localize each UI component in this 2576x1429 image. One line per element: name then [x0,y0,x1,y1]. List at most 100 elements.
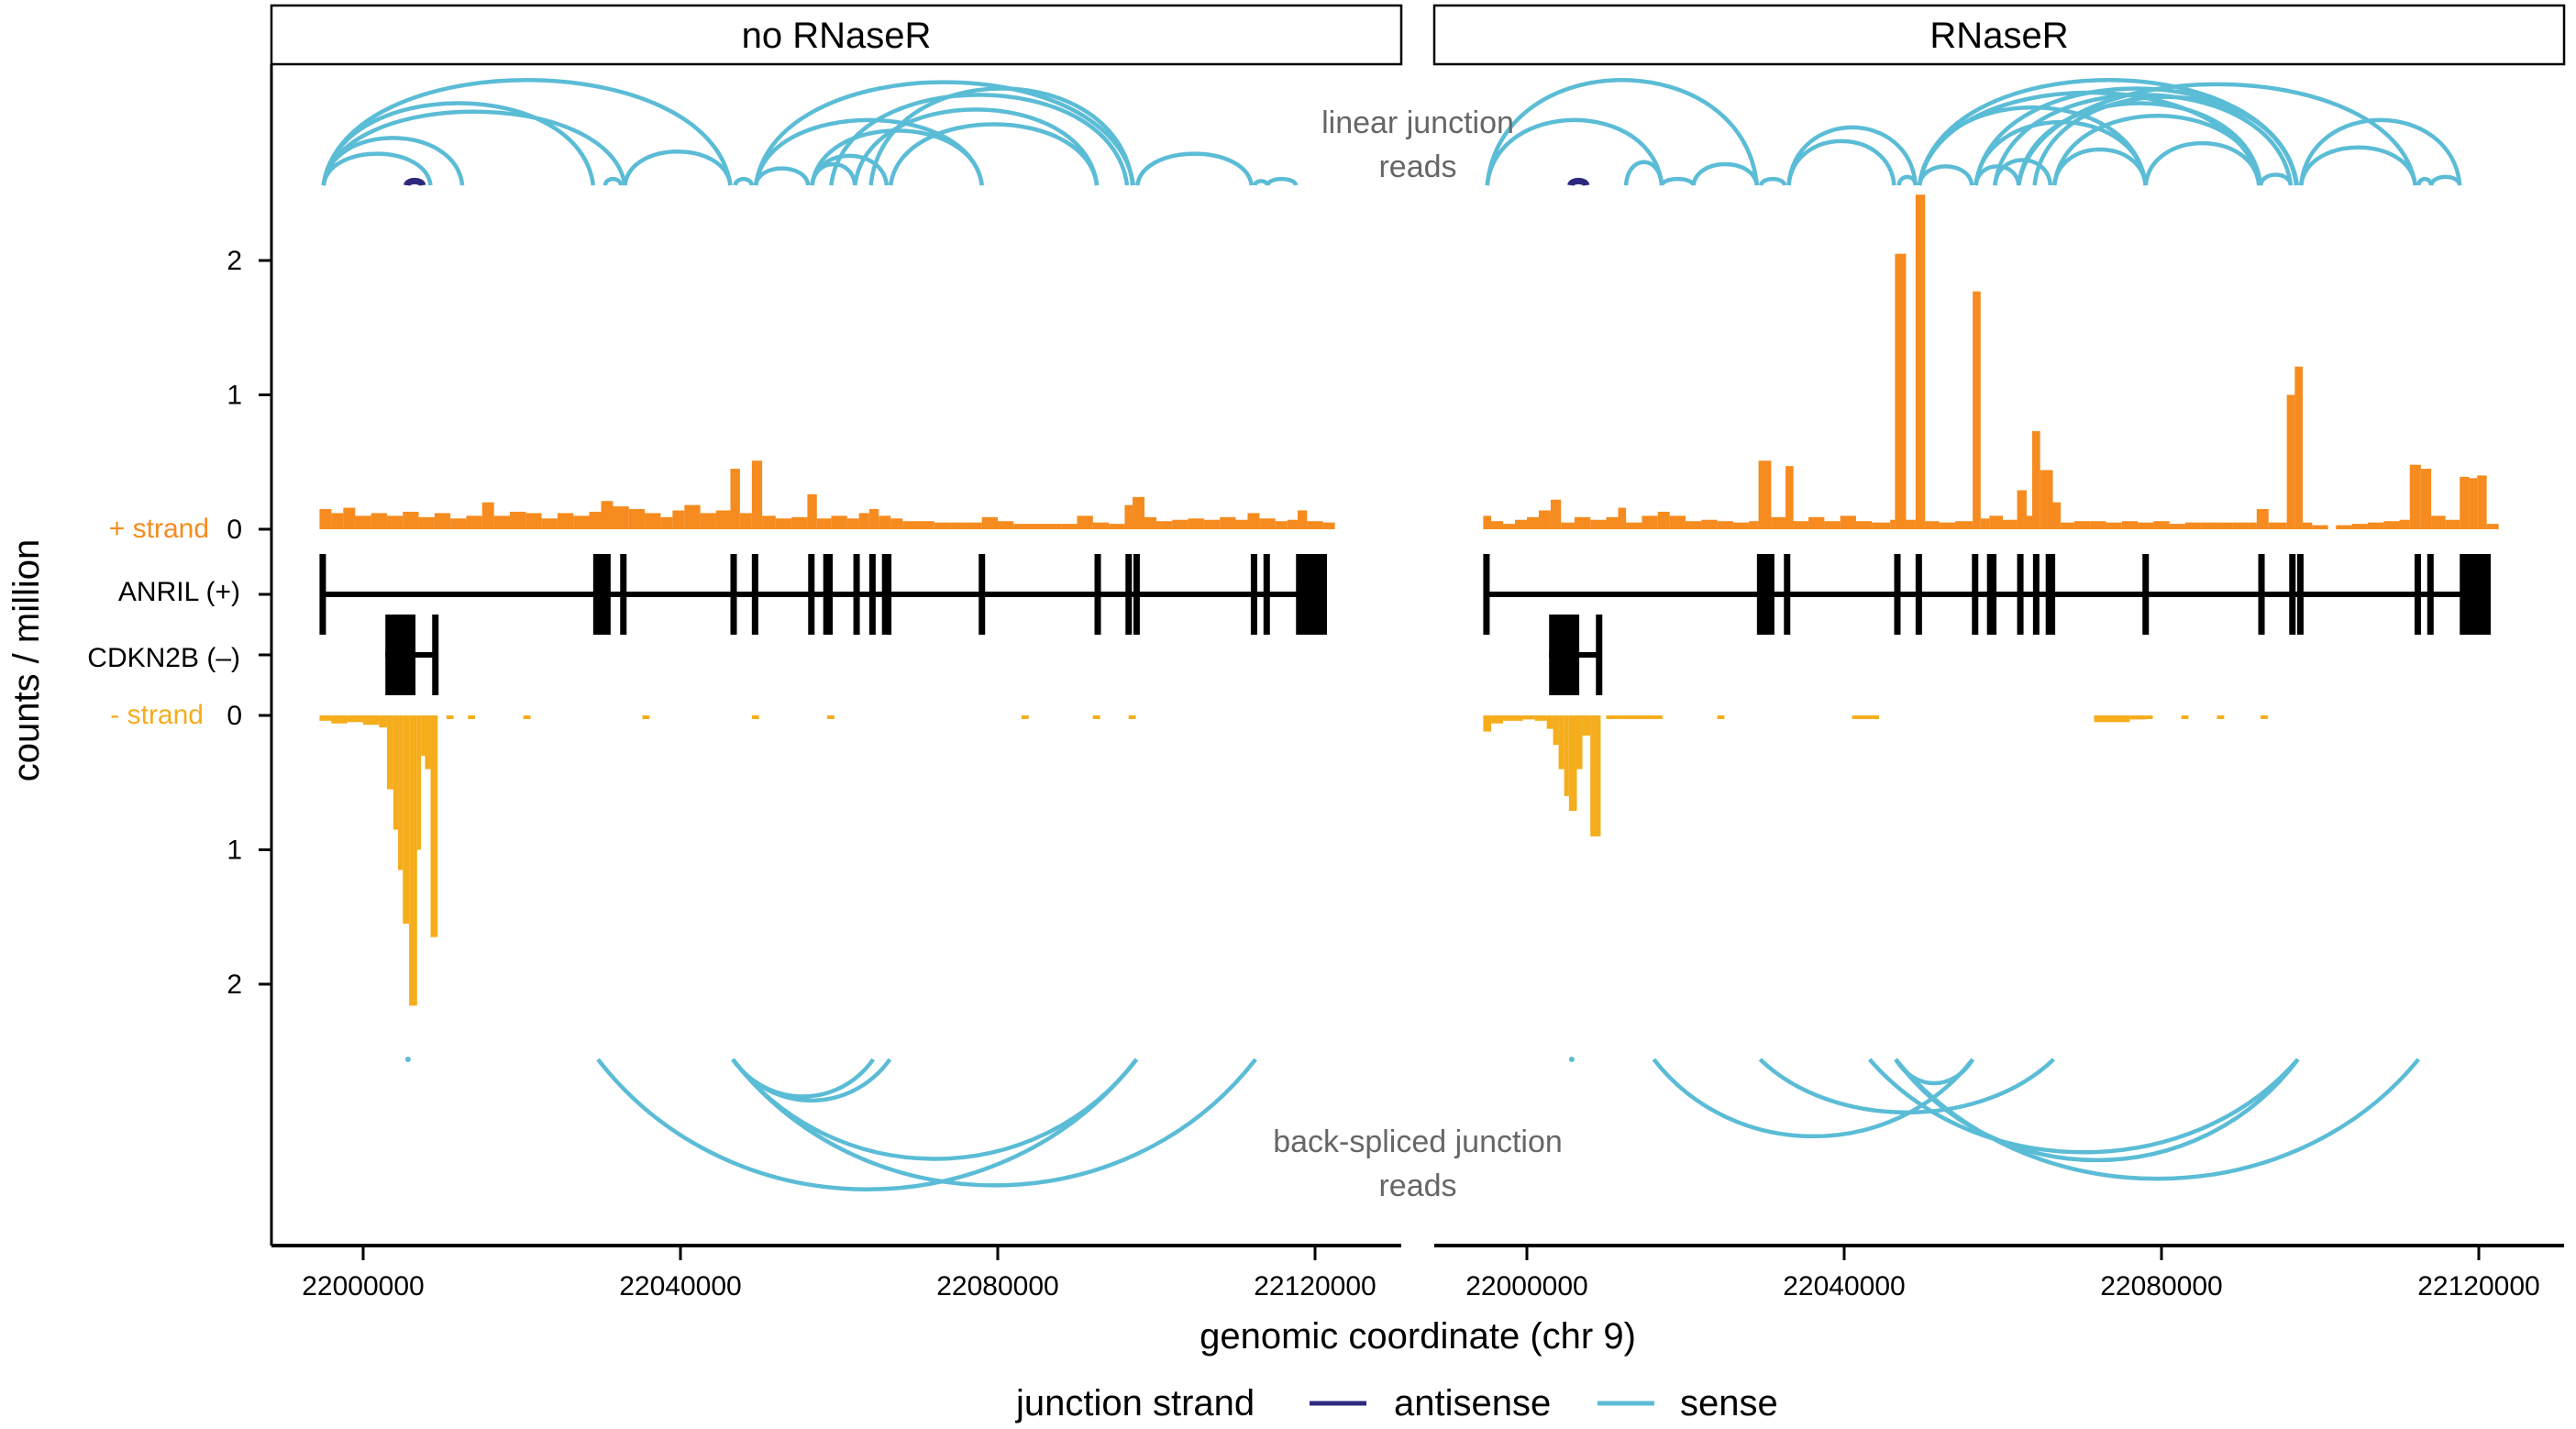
plus-coverage-bar [1013,524,1030,529]
minus-coverage-bar [1128,715,1136,719]
gene-exon [1125,554,1133,635]
x-tick-label-1-0: 22000000 [1465,1271,1587,1302]
minus-coverage-bar [827,715,835,719]
gene-exon [1972,554,1979,635]
minus-coverage-bar [379,715,387,728]
plus-coverage-bar [1732,522,1750,529]
plus-coverage-bar [1275,521,1288,529]
minus-coverage-bar [403,715,410,925]
plus-coverage-bar [1203,519,1221,529]
linear-junction-arc-sense [1659,176,1696,187]
minus-coverage-bar [446,715,454,719]
plus-coverage-bar [2256,509,2269,529]
plus-coverage-bar [403,511,419,529]
linear-junction-arc-antisense [404,177,426,187]
plus-coverage [1483,194,2499,529]
minus-coverage-bar [331,715,348,724]
gene-model-anril [319,554,1327,635]
y-tick-label-plus-0: 0 [227,515,242,545]
plus-coverage-bar [807,493,817,529]
linear-junction-arc-sense [733,176,755,186]
gene-label-anril: ANRIL (+) [118,577,240,607]
linear-junction-arc-sense [753,166,811,186]
minus-coverage-bar [363,715,380,726]
linear-junction-arc-sense [1265,176,1299,187]
linear-junction-arc-sense [2143,140,2261,186]
plus-coverage-bar [2138,522,2154,529]
minus-coverage-bar [2261,715,2268,719]
x-tick-label-1-3: 22120000 [2417,1271,2539,1302]
plus-strand-label: + strand [109,514,209,544]
backspliced-junction-arc [731,1058,1257,1188]
plus-coverage-bar [1515,519,1527,529]
linear-junction-arc-sense [810,153,890,186]
plus-coverage-bar [2312,525,2328,529]
minus-coverage-bar [1483,715,1492,732]
gene-exon [2017,554,2024,635]
minus-coverage-bar [468,715,475,719]
backspliced-junction-arc [731,1058,1139,1161]
minus-coverage-bar [1606,715,1622,719]
plus-coverage-bar [2336,525,2352,529]
linear-junction-arc-sense [2258,172,2294,186]
gene-exon [1986,554,1997,635]
plus-coverage-bar [672,510,685,529]
y-tick-label-plus-2: 2 [227,246,242,276]
minus-coverage-bar [1582,715,1591,736]
x-axis-title: genomic coordinate (chr 9) [1200,1316,1636,1357]
plus-coverage-bar [2121,521,2139,529]
plus-coverage-bar [525,513,542,529]
backspliced-junction-arcs [404,1057,1257,1191]
linear-junction-arc-sense [2299,145,2418,186]
plus-coverage-bar [2249,522,2257,529]
plus-coverage-bar [1029,524,1045,529]
minus-coverage-bar [430,715,438,937]
backspliced-junction-arc [1894,1058,2420,1181]
legend: junction strand antisense sense [1015,1383,1778,1423]
plus-coverage-bar [1657,511,1670,529]
plus-coverage-bar [343,507,356,529]
plus-coverage-bar [1259,518,1276,529]
backspliced-annotation-line1: back-spliced junction [1273,1124,1563,1159]
plus-coverage-bar [1307,521,1323,529]
plus-coverage-bar [355,515,371,529]
plus-coverage-bar [573,515,590,529]
linear-junction-arc-sense [1758,176,1787,186]
minus-coverage-bar [386,715,393,790]
plus-coverage-bar [2351,524,2368,529]
linear-junction-arc-sense [2051,114,2263,186]
strip-label-no-rnaser: no RNaseR [742,16,932,56]
plus-coverage-bar [2090,521,2106,529]
gene-exon [1915,554,1922,635]
linear-junction-arcs [1485,78,2462,187]
gene-exon [2296,554,2304,635]
linear-junction-arc-sense [868,86,1135,186]
minus-coverage-bar [1553,715,1559,746]
x-axes: 22000000 22040000 22080000 22120000 22000000… [271,1244,2564,1302]
gene-exon [592,554,611,635]
y-tick-label-minus-2: 2 [227,969,242,1000]
linear-junction-arc-sense [321,78,733,186]
linear-junction-arc-sense [321,109,627,186]
backspliced-junction-arc [1867,1058,2300,1155]
minus-coverage-bar [1092,715,1100,719]
gene-exon [1296,554,1327,635]
plus-coverage-bar [2268,522,2287,529]
plus-coverage-bar [2486,524,2499,529]
minus-coverage-bar [1576,715,1583,770]
linear-junction-annotation-line2: reads [1378,150,1456,184]
plus-coverage-bar [1077,515,1093,529]
plus-coverage-bar [1890,519,1896,529]
x-tick-label-1-2: 22080000 [2100,1271,2222,1302]
gene-exon [385,615,416,695]
backspliced-junction-arc [1758,1058,2055,1115]
legend-label-sense: sense [1680,1383,1778,1423]
gene-exon [620,554,627,635]
gene-label-cdkn2b: CDKN2B (–) [87,643,240,673]
plus-coverage-bar [2294,366,2303,529]
minus-coverage-bar [409,715,417,1006]
linear-junction-annotation-line1: linear junction [1321,105,1514,140]
plus-coverage-bar [370,513,387,529]
plus-coverage-bar [1808,516,1825,529]
plus-coverage-bar [2445,519,2460,529]
